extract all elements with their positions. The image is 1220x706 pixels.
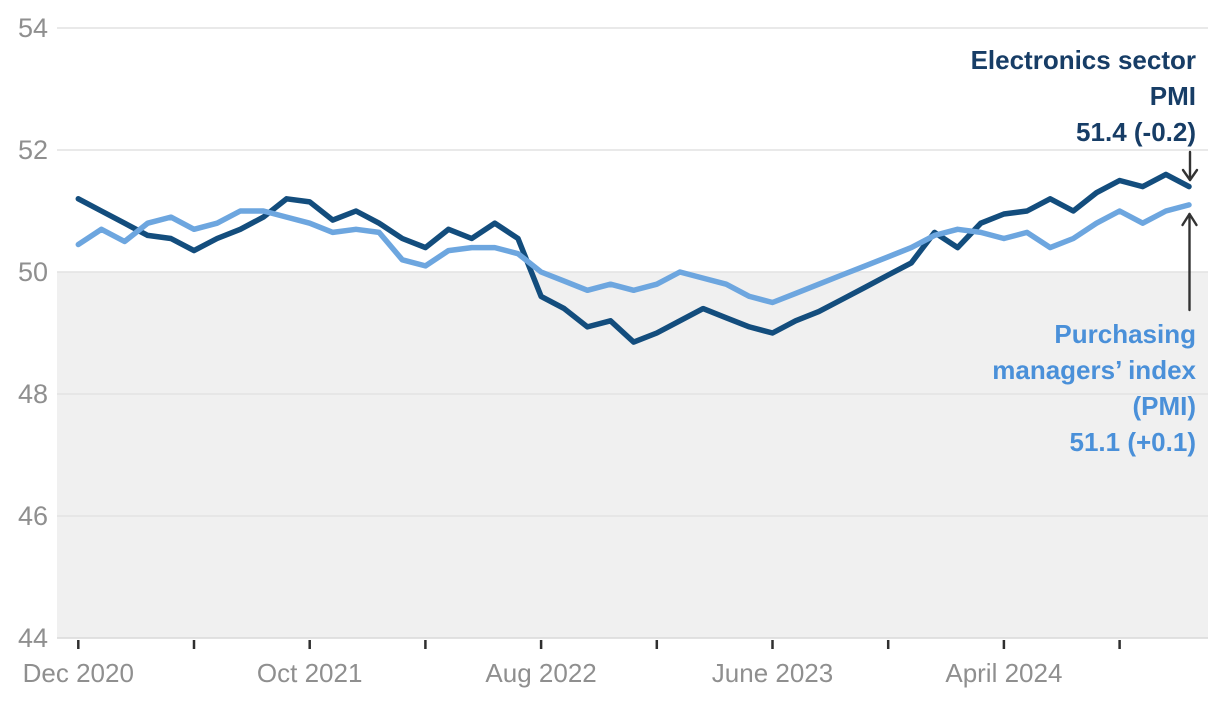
- arrow-down-to-electronics-line: [1181, 150, 1199, 182]
- electronics-label-line: PMI: [1149, 81, 1196, 111]
- x-axis-ticks: [77, 640, 1121, 649]
- x-tick-label: Oct 2021: [256, 658, 363, 688]
- pmi-label-line: Purchasing: [1054, 319, 1196, 349]
- y-tick-label: 48: [17, 379, 48, 409]
- y-tick-label: 46: [17, 501, 48, 531]
- gridlines: [57, 27, 1208, 639]
- electronics-series-label: Electronics sector PMI 51.4 (-0.2): [971, 42, 1196, 150]
- y-tick-label: 44: [17, 623, 48, 653]
- y-tick-label: 50: [17, 257, 48, 287]
- x-tick-label: Dec 2020: [22, 658, 134, 688]
- x-tick-label: Aug 2022: [485, 658, 597, 688]
- x-tick-label: June 2023: [711, 658, 834, 688]
- series-lines: [75, 171, 1192, 345]
- electronics-latest-value: 51.4 (-0.2): [1076, 117, 1196, 147]
- y-tick-label: 54: [17, 13, 48, 43]
- y-tick-label: 52: [17, 135, 48, 165]
- pmi-latest-value: 51.1 (+0.1): [1069, 427, 1196, 457]
- x-tick-label: April 2024: [945, 658, 1063, 688]
- pmi-series-label: Purchasing managers’ index (PMI) 51.1 (+…: [992, 316, 1196, 460]
- arrow-up-to-pmi-line: [1181, 212, 1198, 312]
- series-line: [75, 171, 1192, 345]
- series-line: [75, 202, 1192, 306]
- pmi-label-line: managers’ index: [992, 355, 1196, 385]
- electronics-label-line: Electronics sector: [970, 45, 1196, 75]
- below-50-shaded-band: [57, 272, 1208, 638]
- pmi-label-line: (PMI): [1132, 391, 1196, 421]
